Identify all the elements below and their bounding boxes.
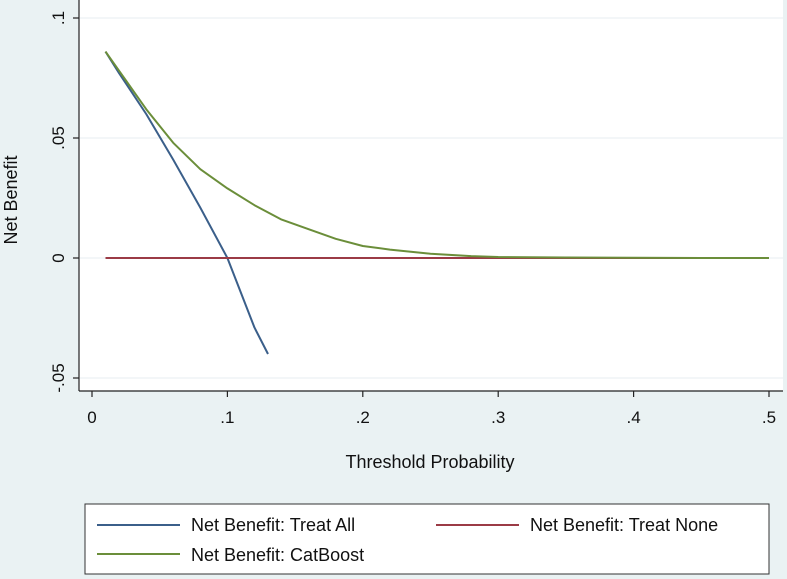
series-line-treat-all: [104, 51, 269, 355]
y-axis-ticks: -.05 0 .05 .1: [49, 11, 79, 393]
x-tick-label-1: .1: [220, 408, 234, 427]
x-axis-ticks: 0 .1 .2 .3 .4 .5: [87, 391, 776, 427]
x-tick-label-4: .4: [627, 408, 641, 427]
x-tick-label-3: .3: [491, 408, 505, 427]
series-line-catboost: [104, 51, 769, 259]
series-lines: [104, 51, 769, 355]
legend-box: [84, 503, 770, 575]
legend-label-catboost: Net Benefit: CatBoost: [191, 545, 364, 565]
y-tick-label-2: .05: [49, 126, 68, 150]
x-tick-label-5: .5: [762, 408, 776, 427]
y-tick-label-3: .1: [49, 11, 68, 25]
legend-label-treat-all: Net Benefit: Treat All: [191, 515, 355, 535]
y-axis-title: Net Benefit: [1, 155, 21, 244]
x-tick-label-0: 0: [87, 408, 96, 427]
x-tick-label-2: .2: [356, 408, 370, 427]
plot-region: [79, 0, 783, 391]
y-tick-label-0: -.05: [49, 363, 68, 392]
y-tick-label-1: 0: [49, 253, 68, 262]
legend: Net Benefit: Treat All Net Benefit: Trea…: [84, 503, 770, 575]
legend-label-treat-none: Net Benefit: Treat None: [530, 515, 718, 535]
x-axis-title: Threshold Probability: [345, 452, 514, 472]
